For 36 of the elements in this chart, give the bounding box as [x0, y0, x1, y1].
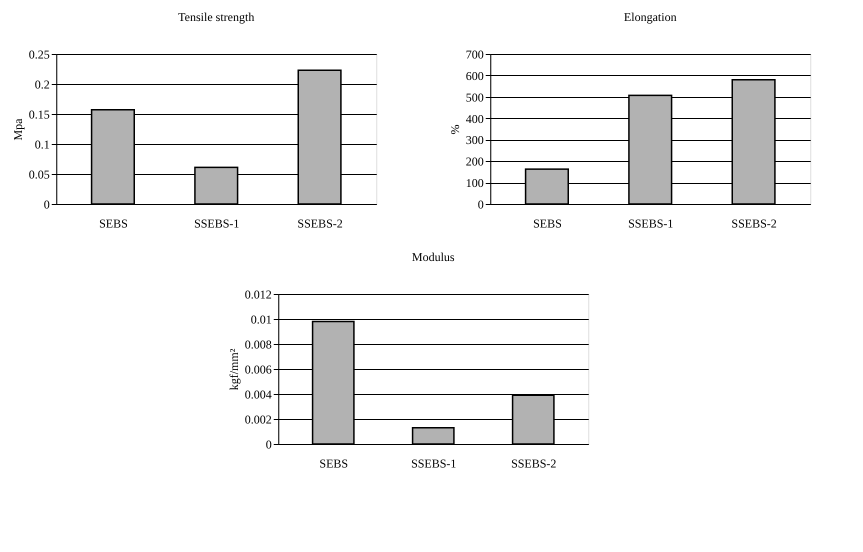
x-tick-label: SEBS [99, 216, 128, 230]
x-tick-label: SSEBS-1 [628, 216, 674, 230]
y-tick-label: 0.004 [244, 388, 272, 402]
y-tick-label: 100 [466, 176, 484, 190]
chart-title: Tensile strength [178, 10, 254, 24]
y-tick-label: 0.1 [34, 138, 50, 152]
chart-title: Elongation [624, 10, 677, 24]
y-tick-label: 200 [466, 154, 484, 169]
x-tick-label: SSEBS-1 [194, 216, 240, 230]
y-tick-label: 0.002 [244, 412, 272, 426]
y-tick-label: 300 [466, 133, 484, 148]
x-tick-label: SSEBS-2 [297, 216, 343, 230]
y-tick-label: 0.05 [28, 168, 50, 182]
y-tick-label: 400 [466, 112, 484, 126]
x-tick-label: SEBS [319, 456, 348, 470]
x-tick-label: SSEBS-1 [411, 456, 456, 470]
y-tick-label: 0.008 [244, 338, 272, 352]
y-tick-label: 0.15 [28, 108, 50, 122]
y-tick-label: 0.2 [34, 78, 50, 92]
y-tick-label: 0 [266, 438, 272, 452]
x-tick-label: SSEBS-2 [511, 456, 556, 470]
y-tick-label: 0.012 [244, 288, 272, 302]
y-tick-label: 0 [478, 198, 484, 212]
y-axis-title: kgf/mm² [226, 348, 241, 390]
y-tick-label: 0.006 [244, 362, 272, 376]
y-tick-label: 500 [466, 90, 484, 104]
y-tick-label: 0.01 [250, 312, 272, 326]
x-tick-label: SEBS [533, 216, 562, 230]
y-tick-label: 600 [466, 68, 484, 83]
y-tick-label: 0 [44, 198, 50, 212]
chart-title: Modulus [412, 250, 455, 264]
y-axis-title: % [448, 124, 462, 134]
y-tick-label: 700 [466, 48, 484, 62]
x-tick-label: SSEBS-2 [731, 216, 777, 230]
y-axis-title: Mpa [10, 118, 25, 140]
y-tick-label: 0.25 [28, 48, 50, 62]
